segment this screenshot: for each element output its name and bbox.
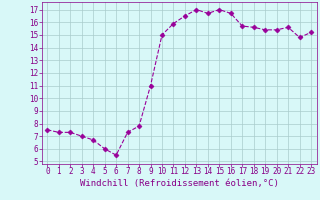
X-axis label: Windchill (Refroidissement éolien,°C): Windchill (Refroidissement éolien,°C)	[80, 179, 279, 188]
